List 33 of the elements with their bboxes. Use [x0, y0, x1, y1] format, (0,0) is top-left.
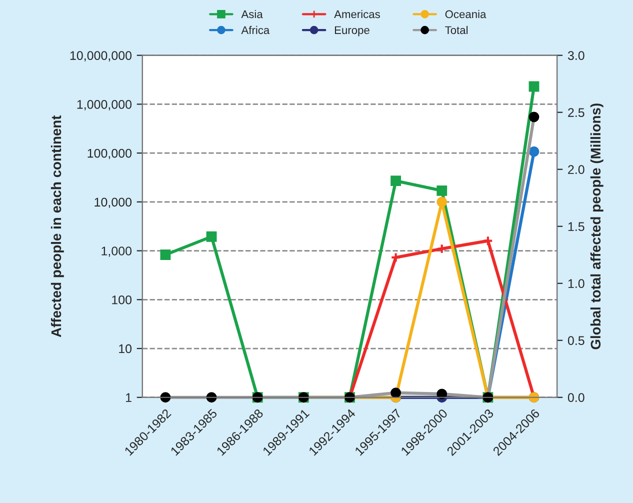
y-tick-label: 1 [126, 393, 132, 402]
legend-label: Europe [334, 26, 370, 36]
y2-tick-label: 2.0 [568, 165, 584, 174]
point [206, 231, 217, 242]
y-tick-label: 100,000 [88, 148, 132, 160]
legend-label: Asia [241, 10, 263, 18]
y-tick-label: 100 [112, 295, 132, 304]
y2-tick-label: 3.0 [568, 51, 584, 60]
y-tick-label: 10,000 [94, 198, 132, 208]
y2-tick-label: 0.5 [568, 336, 584, 346]
y-tick-label: 10,000,000 [70, 51, 132, 62]
y-axis-title: Affected people in each continent [50, 115, 64, 338]
point [436, 185, 448, 196]
point [528, 81, 540, 92]
legend-label: Americas [334, 10, 380, 18]
legend-label: Total [445, 26, 468, 34]
legend-label: Oceania [445, 10, 486, 18]
y2-tick-label: 1.0 [568, 279, 584, 288]
point [160, 250, 171, 260]
y-tick-label: 10 [119, 344, 132, 354]
point [390, 252, 402, 263]
y-tick-label: 1,000 [102, 246, 132, 257]
y-tick-label: 1,000,000 [77, 100, 132, 110]
point [436, 196, 448, 208]
y2-tick-label: 1.5 [568, 222, 584, 231]
legend-label: Africa [241, 26, 270, 34]
y2-tick-label: 2.5 [568, 108, 584, 117]
point [436, 244, 448, 254]
y2-tick-label: 0.0 [568, 393, 584, 402]
y2-axis-title: Global total affected people (Millions) [590, 104, 604, 350]
point [528, 146, 540, 157]
point [390, 176, 402, 186]
point [482, 236, 494, 246]
